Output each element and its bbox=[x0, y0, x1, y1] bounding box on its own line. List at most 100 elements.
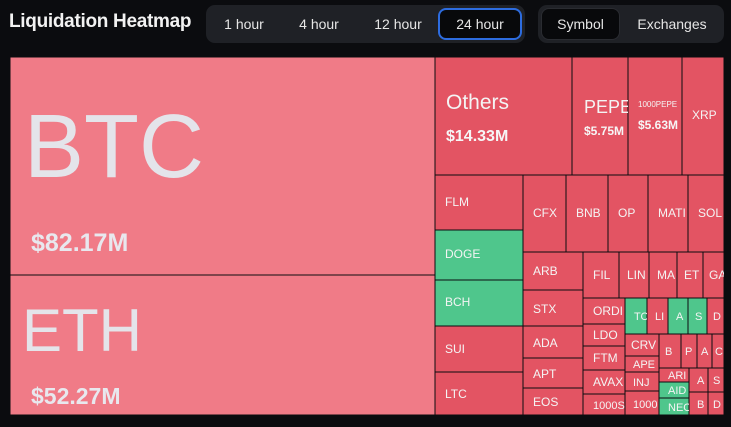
tile-d[interactable]: D bbox=[708, 392, 724, 415]
tile-symbol-crv: CRV bbox=[631, 338, 656, 352]
tile-bnb[interactable]: BNB bbox=[566, 175, 608, 252]
tile-b[interactable]: B bbox=[659, 334, 681, 368]
tile-rect-sol bbox=[688, 175, 724, 252]
tile-mati[interactable]: MATI bbox=[648, 175, 688, 252]
tab-exchanges[interactable]: Exchanges bbox=[637, 16, 707, 32]
tab-24-hour[interactable]: 24 hour bbox=[438, 8, 522, 40]
tile-value-eth: $52.27M bbox=[31, 383, 121, 409]
tile-sol[interactable]: SOL bbox=[688, 175, 724, 252]
tile-rect-crv bbox=[625, 334, 659, 356]
tile-neo[interactable]: NEO bbox=[659, 398, 692, 415]
tile-eos[interactable]: EOS bbox=[523, 388, 583, 415]
tile-fil[interactable]: FIL bbox=[583, 252, 619, 298]
tile-symbol-neo: NEO bbox=[668, 402, 692, 414]
tile-rect-mati bbox=[648, 175, 688, 252]
tile-a[interactable]: A bbox=[697, 334, 712, 368]
tile-cfx[interactable]: CFX bbox=[523, 175, 566, 252]
tile-value-1000pepe: $5.63M bbox=[638, 118, 678, 132]
tile-crv[interactable]: CRV bbox=[625, 334, 659, 356]
tile-1000pepe[interactable]: 1000PEPE $5.63M bbox=[628, 57, 682, 175]
tile-rect-neo bbox=[659, 398, 689, 415]
tab-1-hour[interactable]: 1 hour bbox=[224, 16, 264, 32]
tile-btc[interactable]: BTC $82.17M bbox=[10, 57, 435, 275]
tab-12-hour[interactable]: 12 hour bbox=[374, 16, 422, 32]
tile-symbol-flm: FLM bbox=[445, 195, 469, 209]
tile-symbol-1000: 1000 bbox=[633, 399, 657, 411]
tile-ada[interactable]: ADA bbox=[523, 326, 583, 358]
tile-rect-d bbox=[708, 392, 724, 415]
tile-op[interactable]: OP bbox=[608, 175, 648, 252]
tile-symbol-li: LI bbox=[655, 311, 664, 323]
tile-rect-a bbox=[697, 334, 712, 368]
tile-a[interactable]: A bbox=[689, 368, 708, 392]
tile-rect-ga bbox=[703, 252, 724, 298]
tile-rect-ma bbox=[649, 252, 677, 298]
tile-rect-arb bbox=[523, 252, 583, 290]
tile-c[interactable]: C bbox=[712, 334, 724, 368]
tile-symbol-et: ET bbox=[684, 268, 700, 282]
tile-symbol-ldo: LDO bbox=[593, 328, 618, 342]
tile-p[interactable]: P bbox=[681, 334, 697, 368]
tile-lin[interactable]: LIN bbox=[619, 252, 649, 298]
tile-li[interactable]: LI bbox=[647, 298, 668, 334]
tile-ltc[interactable]: LTC bbox=[435, 372, 523, 415]
tile-symbol-ftm: FTM bbox=[593, 351, 618, 365]
tile-symbol-avax: AVAX bbox=[593, 375, 623, 389]
tile-symbol-a: A bbox=[701, 346, 709, 358]
tile-symbol-aid: AID bbox=[668, 385, 686, 397]
tile-value-pepe: $5.75M bbox=[584, 124, 624, 138]
tile-to[interactable]: TO bbox=[625, 298, 650, 334]
tile-symbol-stx: STX bbox=[533, 302, 556, 316]
tile-pepe[interactable]: PEPE $5.75M bbox=[572, 57, 632, 175]
tile-1000[interactable]: 1000 bbox=[625, 391, 659, 415]
tile-ga[interactable]: GA bbox=[703, 252, 726, 298]
tile-arb[interactable]: ARB bbox=[523, 252, 583, 290]
tile-symbol-c: C bbox=[715, 346, 723, 358]
tile-symbol-b: B bbox=[665, 346, 672, 358]
tile-et[interactable]: ET bbox=[677, 252, 703, 298]
tile-flm[interactable]: FLM bbox=[435, 175, 523, 230]
tile-symbol-1000pepe: 1000PEPE bbox=[638, 100, 677, 109]
tile-symbol-ma: MA bbox=[657, 268, 675, 282]
tab-4-hour[interactable]: 4 hour bbox=[299, 16, 339, 32]
tile-aid[interactable]: AID bbox=[659, 382, 689, 398]
tile-rect-cfx bbox=[523, 175, 566, 252]
tile-1000s[interactable]: 1000S bbox=[583, 394, 625, 415]
tile-ldo[interactable]: LDO bbox=[583, 324, 625, 346]
tile-doge[interactable]: DOGE bbox=[435, 230, 523, 280]
tile-ma[interactable]: MA bbox=[649, 252, 677, 298]
tile-rect-et bbox=[677, 252, 703, 298]
tile-symbol-1000s: 1000S bbox=[593, 400, 625, 412]
tile-ftm[interactable]: FTM bbox=[583, 346, 625, 370]
tile-symbol-to: TO bbox=[634, 311, 650, 323]
tile-symbol-d: D bbox=[713, 311, 721, 323]
tile-rect-d bbox=[707, 298, 724, 334]
tile-xrp[interactable]: XRP bbox=[682, 57, 724, 175]
tile-s[interactable]: S bbox=[708, 368, 724, 392]
tile-sui[interactable]: SUI bbox=[435, 326, 523, 372]
tile-symbol-eth: ETH bbox=[22, 297, 142, 364]
tile-ari[interactable]: ARI bbox=[659, 368, 689, 382]
tile-b[interactable]: B bbox=[689, 392, 708, 415]
tile-d[interactable]: D bbox=[707, 298, 724, 334]
tab-symbol[interactable]: Symbol bbox=[541, 8, 620, 40]
tile-bch[interactable]: BCH bbox=[435, 280, 523, 326]
tile-symbol-ordi: ORDI bbox=[593, 304, 623, 318]
tile-stx[interactable]: STX bbox=[523, 290, 583, 326]
tile-avax[interactable]: AVAX bbox=[583, 370, 625, 394]
tile-apt[interactable]: APT bbox=[523, 358, 583, 388]
tile-a[interactable]: A bbox=[668, 298, 688, 334]
tile-rect-ari bbox=[659, 368, 689, 382]
tile-rect-ada bbox=[523, 326, 583, 358]
tile-others[interactable]: Others $14.33M bbox=[435, 57, 572, 175]
tile-rect-a bbox=[668, 298, 688, 334]
tile-symbol-fil: FIL bbox=[593, 268, 611, 282]
tile-inj[interactable]: INJ bbox=[625, 372, 659, 391]
tile-symbol-eos: EOS bbox=[533, 395, 558, 409]
tile-ape[interactable]: APE bbox=[625, 356, 659, 372]
tile-eth[interactable]: ETH $52.27M bbox=[10, 275, 435, 415]
tile-rect-1000pepe bbox=[628, 57, 682, 175]
tile-ordi[interactable]: ORDI bbox=[583, 298, 625, 324]
tile-s[interactable]: S bbox=[688, 298, 707, 334]
tile-rect-ordi bbox=[583, 298, 625, 324]
